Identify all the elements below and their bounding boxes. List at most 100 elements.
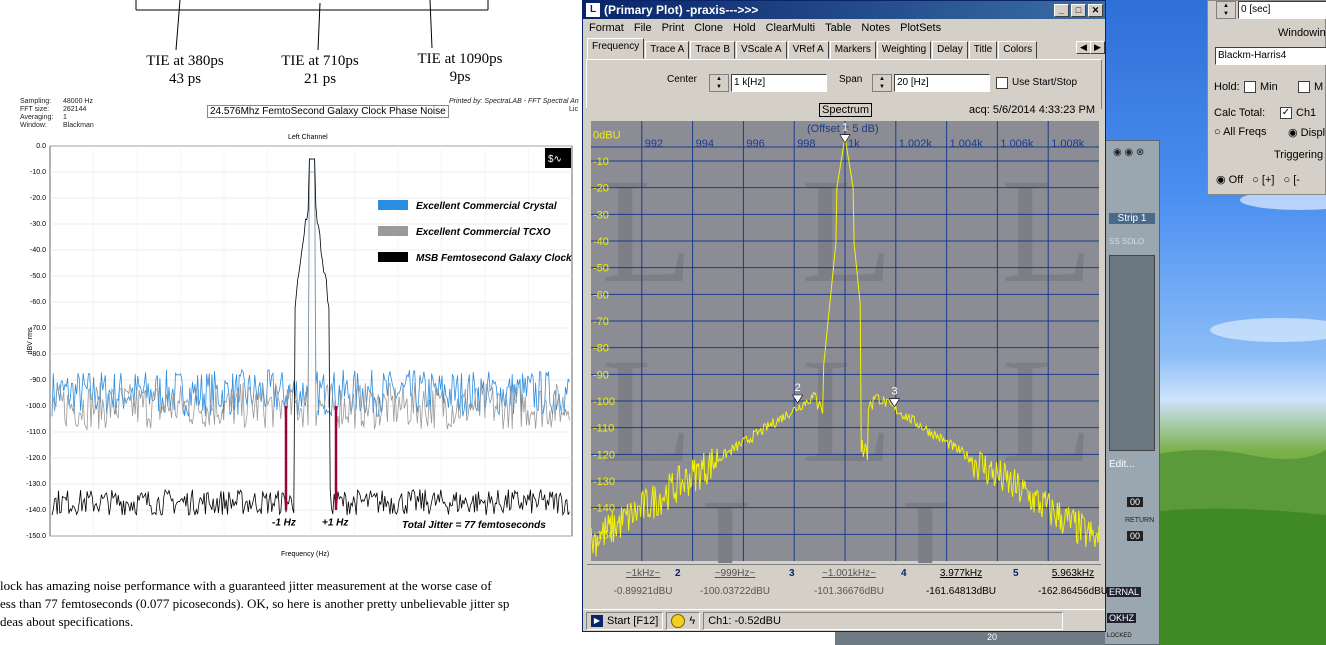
x-tick-label: 1.008k: [1051, 138, 1085, 150]
y-tick-label: -150.0: [26, 533, 46, 540]
span-field[interactable]: 20 [Hz]: [894, 74, 990, 92]
legend-swatch-3: [378, 252, 408, 262]
trigger-plus-radio[interactable]: ○ [+]: [1252, 174, 1275, 186]
menu-clone[interactable]: Clone: [694, 22, 723, 34]
tie-diagram: [135, 0, 489, 50]
marker-level: -101.36676dBU: [813, 586, 885, 597]
marker-number: 2: [675, 568, 681, 579]
menu-format[interactable]: Format: [589, 22, 624, 34]
marker-frequency[interactable]: ~1.001kHz~: [822, 568, 876, 579]
hold-min-checkbox[interactable]: [1244, 81, 1256, 93]
tab-trace-a[interactable]: Trace A: [645, 41, 690, 59]
x-tick-label: 994: [696, 138, 714, 150]
y-tick-label: -80.0: [30, 351, 46, 358]
ch1-label: Ch1: [1296, 107, 1317, 119]
y-tick-label: -60: [593, 289, 609, 301]
legend-label-1: Excellent Commercial Crystal: [416, 201, 557, 212]
tie-label-1: TIE at 380ps 43 ps: [146, 53, 224, 87]
tab-frequency[interactable]: Frequency: [587, 38, 645, 59]
tab-colors[interactable]: Colors: [998, 41, 1038, 59]
waveform-icon-glyph: $∿: [548, 154, 562, 165]
tab-scroll-right-icon[interactable]: ▶: [1090, 41, 1105, 54]
start-button[interactable]: ▶ Start [F12]: [586, 611, 664, 630]
time-field[interactable]: 0 [sec]: [1238, 1, 1326, 19]
status-bar: ▶ Start [F12] ϟ Ch1: -0.52dBU: [583, 609, 1105, 631]
ch1-checkbox[interactable]: ✓: [1280, 107, 1292, 119]
tab-weighting[interactable]: Weighting: [876, 41, 932, 59]
minimize-icon[interactable]: _: [1054, 3, 1069, 17]
marker-3-number: 3: [891, 386, 897, 398]
tab-delay[interactable]: Delay: [932, 41, 968, 59]
locked-label: LOCKED: [1107, 633, 1132, 639]
watermark-logo: L: [601, 148, 693, 314]
tab-strip: Frequency Trace A Trace B VScale A VRef …: [583, 37, 1105, 59]
x-tick-label: 1k: [848, 138, 860, 150]
y-tick-label: -140: [593, 503, 615, 515]
menu-table[interactable]: Table: [825, 22, 852, 34]
close-icon[interactable]: ✕: [1088, 3, 1103, 17]
marker-level: -0.89921dBU: [613, 586, 673, 597]
y-axis-label: dBV rms: [27, 327, 34, 354]
bottom-mixer-number: 20: [987, 632, 998, 642]
tab-vref-a[interactable]: VRef A: [787, 41, 829, 59]
tab-markers[interactable]: Markers: [829, 41, 876, 59]
y-tick-label: -20: [593, 183, 609, 195]
window-select[interactable]: Blackm-Harris4: [1215, 47, 1326, 65]
use-start-stop-checkbox[interactable]: [996, 77, 1008, 89]
hold-max-checkbox[interactable]: [1298, 81, 1310, 93]
play-icon: ▶: [591, 614, 603, 627]
knob-button-1[interactable]: 00: [1127, 497, 1144, 507]
meta-values: 48000 Hz 262144 1 Blackman: [63, 98, 94, 129]
edit-button[interactable]: Edit...: [1109, 459, 1135, 470]
calc-total-label: Calc Total:: [1214, 107, 1266, 119]
marker-plus-label: +1 Hz: [322, 518, 348, 529]
tab-vscale-a[interactable]: VScale A: [735, 41, 787, 59]
maximize-icon[interactable]: □: [1071, 3, 1086, 17]
y-tick-label: -60.0: [30, 299, 46, 306]
center-field[interactable]: 1 k[Hz]: [731, 74, 827, 92]
tab-scroll-left-icon[interactable]: ◀: [1076, 41, 1091, 54]
legend-swatch-1: [378, 200, 408, 210]
menu-plotsets[interactable]: PlotSets: [900, 22, 942, 34]
display-radio[interactable]: ◉ Displ: [1288, 127, 1326, 139]
y-tick-label: -130.0: [26, 481, 46, 488]
channel-status: Ch1: -0.52dBU: [703, 611, 1064, 630]
printed-by: Printed by: SpectraLAB - FFT Spectral An: [449, 98, 579, 105]
trigger-minus-radio[interactable]: ○ [-: [1283, 174, 1300, 186]
tab-trace-b[interactable]: Trace B: [690, 41, 735, 59]
menu-file[interactable]: File: [633, 22, 652, 34]
menu-hold[interactable]: Hold: [732, 22, 756, 34]
bottom-mixer-strip: [835, 632, 1105, 645]
doc-paragraph-3: deas about specifications.: [0, 614, 134, 629]
primary-plot-window: L (Primary Plot) -praxis--->>> _ □ ✕ For…: [582, 0, 1108, 632]
all-freqs-radio[interactable]: ○ All Freqs: [1214, 126, 1267, 138]
printed-by-2: Lic: [569, 106, 578, 113]
marker-number: 3: [789, 568, 795, 579]
x-tick-label: 996: [746, 138, 764, 150]
marker-frequency[interactable]: 5.963kHz: [1051, 568, 1095, 579]
tab-title[interactable]: Title: [968, 41, 998, 59]
x-tick-label: 1.002k: [899, 138, 933, 150]
ernal-label: ERNAL: [1107, 587, 1142, 597]
marker-frequency[interactable]: ~1kHz~: [625, 568, 661, 579]
series-line-2: [51, 171, 570, 431]
menu-clearmulti[interactable]: ClearMulti: [765, 22, 816, 34]
menu-print[interactable]: Print: [661, 22, 685, 34]
marker-readout-bar: ~1kHz~ -0.89921dBU 2 ~999Hz~ -100.03722dBU 3 ~…: [587, 564, 1108, 602]
y-tick-label: -100: [593, 396, 615, 408]
marker-level: -100.03722dBU: [699, 586, 771, 597]
span-spinner[interactable]: ▲ ▼: [872, 74, 892, 92]
max-label: M: [1314, 81, 1324, 93]
knob-button-2[interactable]: 00: [1127, 531, 1144, 541]
triggering-label: Triggering: [1274, 149, 1324, 161]
marker-frequency[interactable]: 3.977kHz: [939, 568, 983, 579]
center-spinner[interactable]: ▲ ▼: [709, 74, 729, 92]
time-spinner[interactable]: ▲ ▼: [1216, 1, 1236, 19]
watermark-logo: L: [1001, 148, 1093, 314]
title-bar[interactable]: L (Primary Plot) -praxis--->>> _ □ ✕: [583, 1, 1105, 19]
trigger-off-radio[interactable]: ◉ Off: [1216, 174, 1244, 186]
marker-frequency[interactable]: ~999Hz~: [714, 568, 756, 579]
menu-notes[interactable]: Notes: [861, 22, 891, 34]
trigger-options: ◉ Off ○ [+] ○ [-: [1216, 173, 1300, 186]
